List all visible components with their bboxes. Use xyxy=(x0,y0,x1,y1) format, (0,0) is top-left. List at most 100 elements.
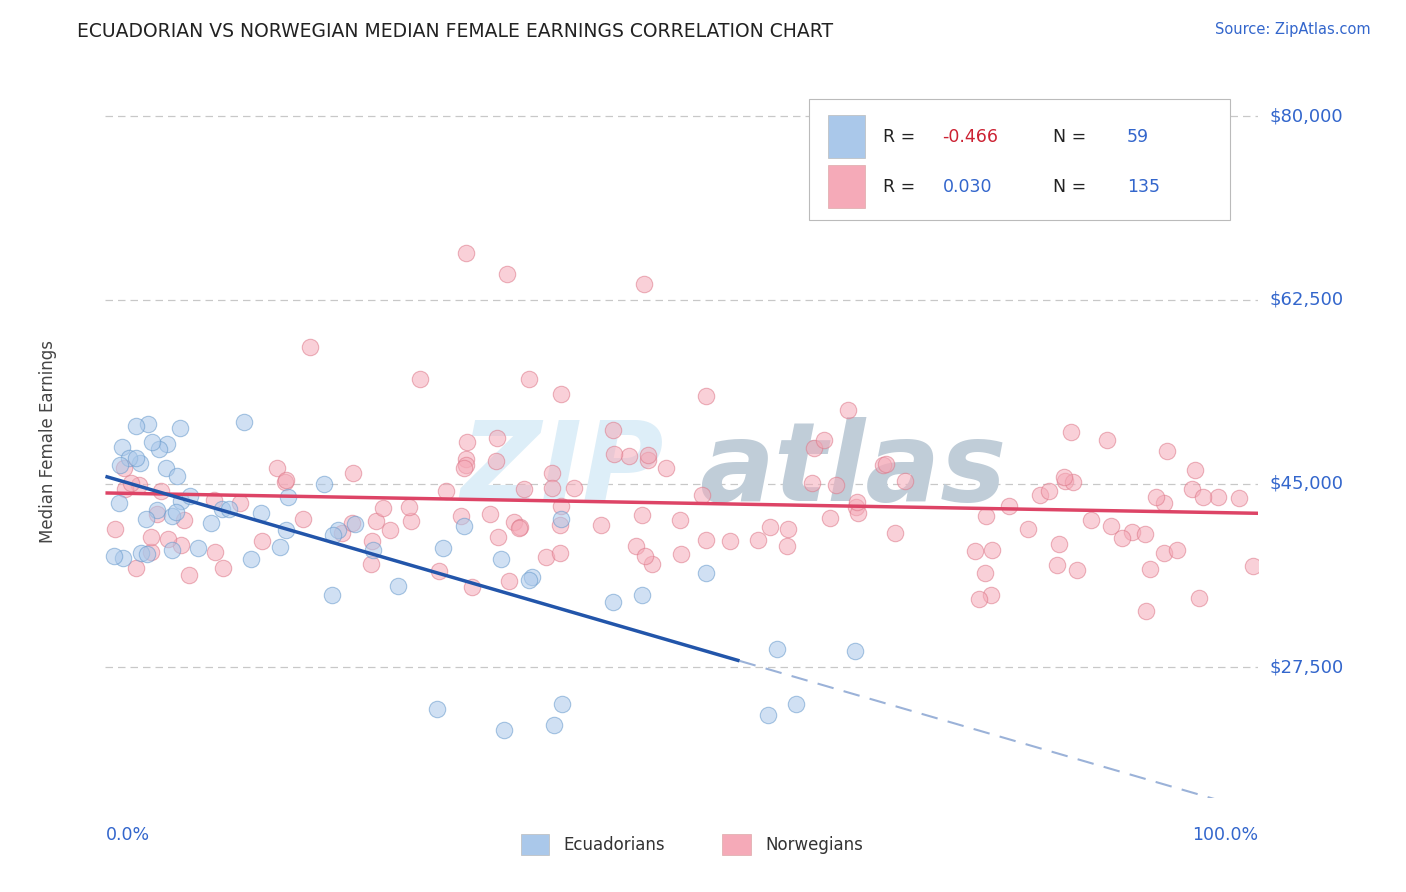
Point xyxy=(364,514,387,528)
Point xyxy=(427,564,450,578)
Point xyxy=(589,517,612,532)
Point xyxy=(550,500,572,514)
Point xyxy=(785,697,807,711)
Point xyxy=(170,538,193,552)
Point xyxy=(343,517,366,532)
Text: ECUADORIAN VS NORWEGIAN MEDIAN FEMALE EARNINGS CORRELATION CHART: ECUADORIAN VS NORWEGIAN MEDIAN FEMALE EA… xyxy=(77,22,834,41)
Point xyxy=(695,389,717,403)
Point xyxy=(776,522,799,536)
Point xyxy=(655,460,678,475)
Point xyxy=(371,500,394,515)
Point xyxy=(274,475,297,489)
Point xyxy=(125,561,148,575)
Point xyxy=(1153,496,1175,510)
Point xyxy=(641,557,664,571)
Point xyxy=(633,277,655,292)
Point xyxy=(155,460,177,475)
Point xyxy=(454,458,477,472)
Point xyxy=(146,507,169,521)
Point xyxy=(361,542,384,557)
Point xyxy=(1121,524,1143,539)
Point xyxy=(801,475,824,490)
Point xyxy=(1241,558,1264,573)
Point xyxy=(508,521,530,535)
Point xyxy=(1038,483,1060,498)
Point xyxy=(631,588,654,602)
Point xyxy=(1053,470,1076,484)
Point xyxy=(426,702,449,716)
Point xyxy=(250,534,273,549)
Point xyxy=(669,547,692,561)
Point xyxy=(974,566,997,581)
Point xyxy=(1111,532,1133,546)
Point xyxy=(129,456,152,470)
Point xyxy=(139,530,162,544)
Point xyxy=(266,460,288,475)
Point xyxy=(136,417,159,431)
Point xyxy=(1227,491,1250,505)
Point xyxy=(249,507,271,521)
Point xyxy=(803,441,825,455)
Text: $80,000: $80,000 xyxy=(1270,107,1343,125)
Point xyxy=(269,540,291,554)
Point xyxy=(211,502,233,516)
Point xyxy=(1181,483,1204,497)
Point xyxy=(340,516,363,530)
Point xyxy=(998,499,1021,513)
Point xyxy=(461,580,484,594)
Point xyxy=(218,501,240,516)
Point xyxy=(112,461,135,475)
Point xyxy=(156,533,179,547)
Point xyxy=(775,539,797,553)
Point xyxy=(548,547,571,561)
Point xyxy=(299,340,322,354)
Point xyxy=(875,457,897,471)
Point xyxy=(110,440,132,454)
Point xyxy=(1046,558,1069,572)
Point xyxy=(965,544,987,558)
Text: R =: R = xyxy=(883,178,921,195)
Text: atlas: atlas xyxy=(699,417,1007,524)
Point xyxy=(485,454,508,468)
Point xyxy=(1095,433,1118,447)
Point xyxy=(108,496,131,510)
Text: -0.466: -0.466 xyxy=(942,128,998,145)
Text: 59: 59 xyxy=(1128,128,1149,145)
Point xyxy=(432,541,454,556)
Point xyxy=(117,450,139,465)
Point xyxy=(434,484,457,499)
Point xyxy=(291,512,314,526)
Point xyxy=(456,245,478,260)
FancyBboxPatch shape xyxy=(828,115,865,158)
Point xyxy=(637,448,659,462)
Point xyxy=(1060,425,1083,439)
Point xyxy=(232,416,254,430)
Point xyxy=(120,475,142,490)
Text: N =: N = xyxy=(1053,178,1087,195)
Point xyxy=(277,490,299,504)
Point xyxy=(387,579,409,593)
Point xyxy=(179,490,201,504)
Point xyxy=(342,466,364,480)
Point xyxy=(409,371,432,385)
Point xyxy=(139,544,162,558)
Point xyxy=(479,508,502,522)
Point xyxy=(617,449,640,463)
Point xyxy=(517,573,540,587)
Point xyxy=(837,403,859,417)
Point xyxy=(1017,522,1039,536)
Point xyxy=(312,477,335,491)
Point xyxy=(695,533,717,547)
Point xyxy=(551,697,574,711)
Text: Source: ZipAtlas.com: Source: ZipAtlas.com xyxy=(1215,22,1371,37)
Point xyxy=(380,523,402,537)
Point xyxy=(980,588,1002,602)
Point xyxy=(894,474,917,488)
Point xyxy=(398,500,420,515)
Point xyxy=(141,434,163,449)
Point xyxy=(974,508,997,523)
Point xyxy=(170,494,193,508)
Point xyxy=(820,511,842,525)
Point xyxy=(330,525,353,540)
Point xyxy=(204,545,226,559)
